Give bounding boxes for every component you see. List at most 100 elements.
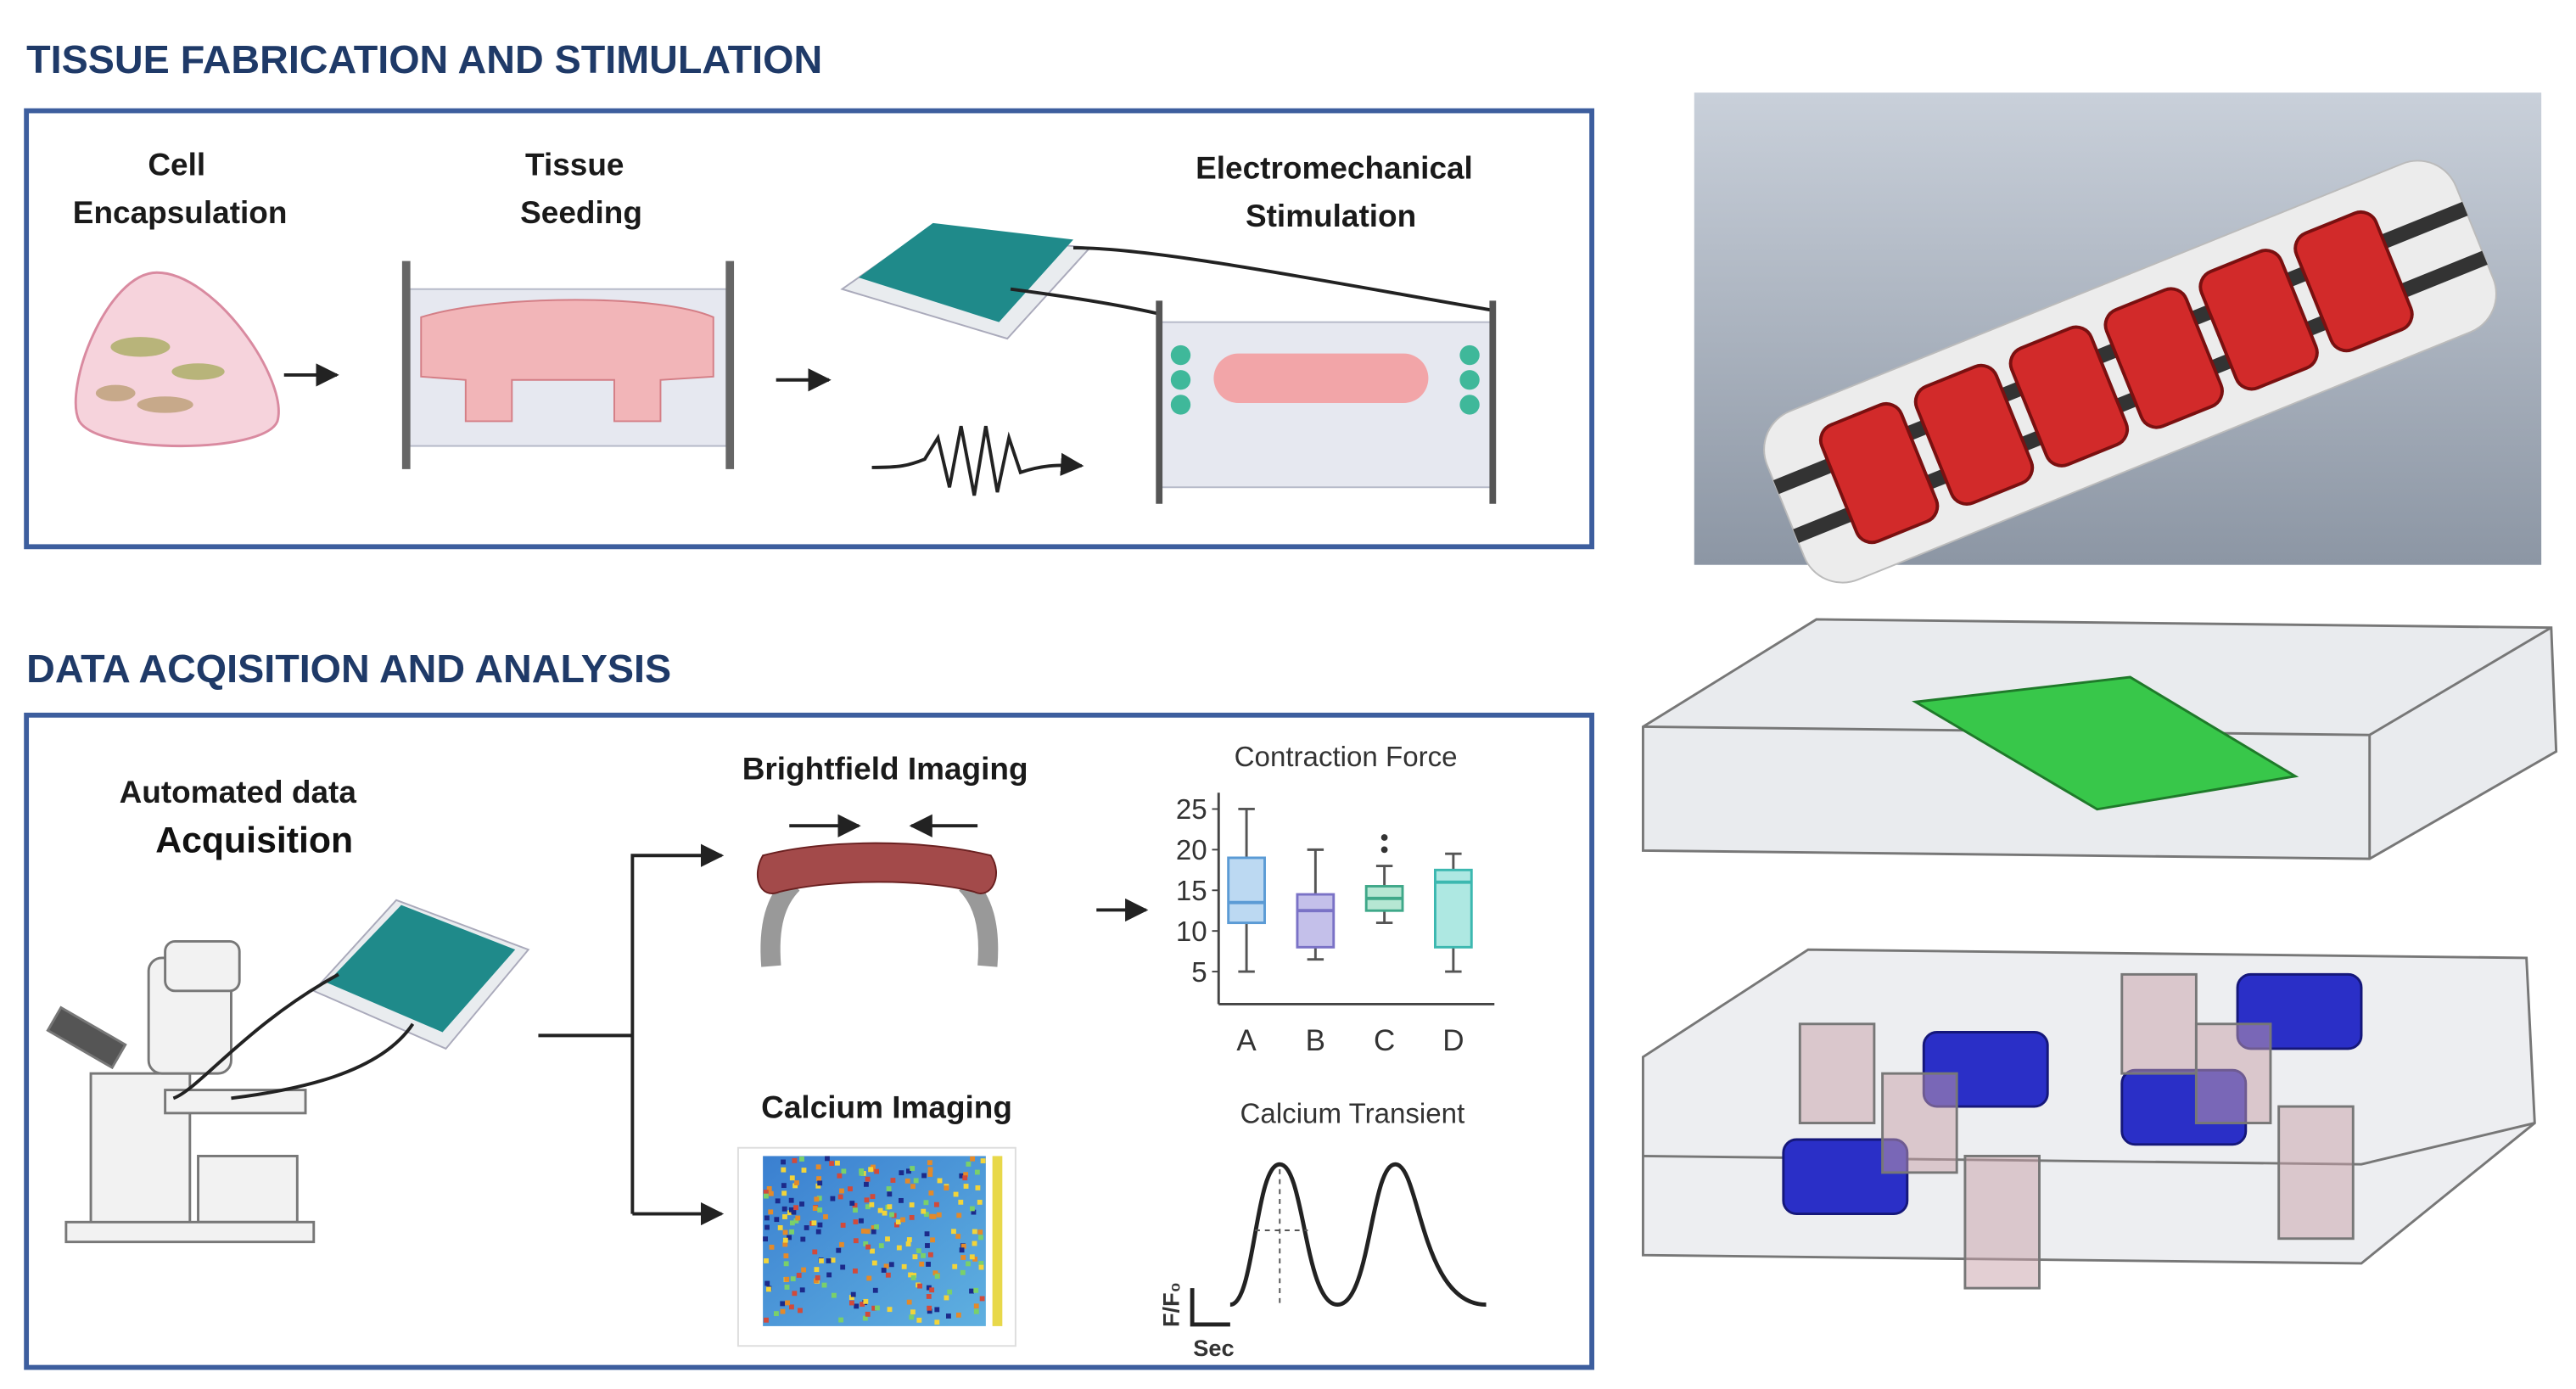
heatmap-cell [910, 1166, 916, 1171]
heatmap-cell [899, 1170, 904, 1176]
heatmap-cell [785, 1300, 790, 1306]
heatmap-cell [841, 1168, 847, 1174]
heatmap-cell [866, 1275, 872, 1281]
heatmap-cell [927, 1252, 933, 1257]
heatmap-cell [799, 1201, 804, 1207]
heatmap-cell [901, 1263, 907, 1269]
heatmap-cell [812, 1249, 818, 1255]
box [1296, 893, 1336, 949]
heatmap-cell [978, 1235, 983, 1241]
heatmap-cell [839, 1241, 844, 1247]
heatmap-cell [887, 1191, 893, 1197]
heatmap-cell [958, 1199, 964, 1205]
heatmap-cell [911, 1273, 917, 1278]
heatmap-cell [888, 1262, 894, 1268]
heatmap-cell [926, 1293, 932, 1299]
heatmap-cell [813, 1278, 819, 1284]
heatmap-cell [969, 1254, 975, 1260]
heatmap-cell [906, 1237, 912, 1242]
heatmap-cell [775, 1198, 781, 1204]
heatmap-cell [963, 1184, 969, 1189]
heatmap-cell [811, 1220, 817, 1226]
heatmap-cell [774, 1217, 780, 1223]
heatmap-cell [793, 1218, 799, 1224]
heatmap-cell [910, 1309, 916, 1315]
panel-frame [24, 108, 1595, 550]
heatmap-cell [874, 1168, 880, 1174]
heatmap-cell [927, 1172, 933, 1177]
heatmap-cell [869, 1201, 875, 1207]
heatmap-cell [883, 1263, 889, 1269]
heatmap-cell [955, 1234, 961, 1239]
heatmap-cell [792, 1157, 798, 1163]
step-label: Cell [148, 147, 205, 182]
heatmap-cell [814, 1196, 820, 1202]
heatmap-cell [865, 1204, 871, 1210]
heatmap-cell [794, 1180, 799, 1185]
step-label: Encapsulation [73, 195, 288, 230]
heatmap-cell [900, 1217, 905, 1223]
outlier [1380, 846, 1388, 854]
heatmap-cell [798, 1308, 803, 1313]
heatmap-cell [977, 1229, 983, 1235]
heatmap-cell [793, 1205, 798, 1211]
y-tick-label: 20 [1176, 835, 1207, 866]
heatmap-cell [913, 1178, 919, 1184]
heatmap-cell [859, 1168, 865, 1173]
y-tick-label: 5 [1191, 957, 1207, 989]
heatmap-cell [934, 1319, 940, 1325]
heatmap-cell [921, 1173, 927, 1179]
y-tick-label: 10 [1176, 916, 1207, 948]
heatmap-cell [977, 1199, 983, 1205]
axis-label: F/F₀ [1158, 1282, 1184, 1327]
heatmap-cell [959, 1247, 965, 1253]
heatmap-cell [972, 1257, 978, 1262]
heatmap-cell [896, 1245, 902, 1251]
heatmap-cell [781, 1190, 787, 1196]
heatmap-cell [916, 1248, 921, 1254]
step-label: Acquisition [155, 820, 353, 860]
heatmap-cell [929, 1287, 935, 1293]
heatmap-cell [926, 1262, 931, 1267]
heatmap-cell [865, 1244, 871, 1250]
heatmap-cell [864, 1197, 870, 1203]
heatmap-cell [925, 1243, 930, 1248]
heatmap-cell [835, 1160, 840, 1166]
heatmap-cell [763, 1190, 769, 1195]
step-label: Electromechanical [1196, 150, 1473, 185]
heatmap-cell [837, 1194, 843, 1200]
heatmap-cell [816, 1196, 822, 1201]
heatmap-cell [966, 1261, 971, 1267]
section-title: DATA ACQISITION AND ANALYSIS [26, 647, 671, 691]
heatmap-cell [979, 1296, 985, 1302]
heatmap-cell [766, 1186, 772, 1191]
heatmap-cell [784, 1285, 790, 1290]
heatmap-cell [963, 1172, 969, 1178]
heatmap-cell [854, 1303, 860, 1309]
heatmap-cell [895, 1219, 901, 1225]
heatmap-cell [933, 1201, 939, 1207]
heatmap-cell [777, 1225, 783, 1230]
heatmap-cell [972, 1241, 977, 1246]
heatmap-cell [781, 1183, 787, 1189]
heatmap-cell [795, 1215, 801, 1221]
heatmap-cell [966, 1162, 972, 1167]
heatmap-cell [921, 1252, 926, 1258]
heatmap-cell [830, 1196, 836, 1201]
heatmap-cell [849, 1300, 854, 1306]
heatmap-cell [800, 1236, 806, 1242]
heatmap-cell [831, 1292, 837, 1298]
heatmap-cell [815, 1275, 820, 1280]
heatmap-cell [919, 1261, 925, 1267]
heatmap-cell [826, 1272, 832, 1278]
heatmap-cell [764, 1215, 770, 1221]
heatmap-cell [781, 1159, 786, 1165]
heatmap-cell [839, 1188, 844, 1194]
heatmap-cell [927, 1305, 932, 1311]
calcium-heatmap [736, 1146, 1016, 1347]
heatmap-cell [815, 1183, 821, 1189]
heatmap-cell [768, 1209, 774, 1215]
x-tick-label: A [1236, 1024, 1257, 1057]
heatmap-cell [927, 1160, 932, 1166]
heatmap-cell [804, 1225, 809, 1230]
